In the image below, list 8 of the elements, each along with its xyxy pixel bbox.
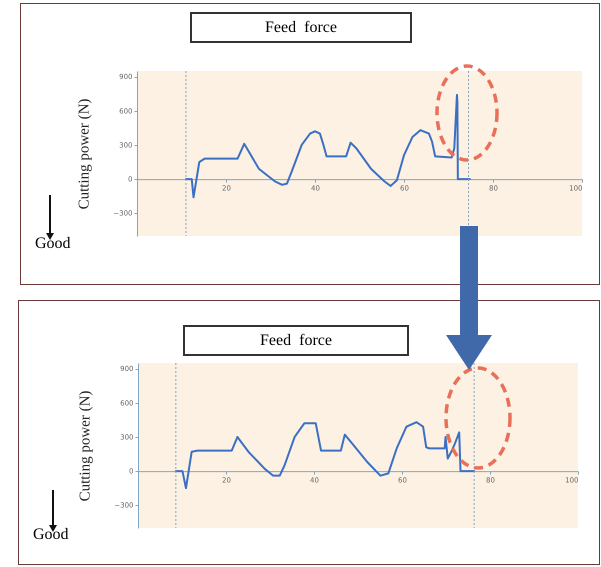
- chart-title: Feed force: [190, 12, 412, 43]
- chart-title: Feed force: [183, 325, 409, 356]
- text: Good: [33, 526, 69, 544]
- y-axis-title: Cutting power (N): [77, 390, 94, 502]
- text: Good: [35, 235, 71, 253]
- y-axis-title: Cutting power (N): [76, 98, 92, 210]
- line-series: [184, 94, 471, 198]
- line-series: [174, 421, 476, 490]
